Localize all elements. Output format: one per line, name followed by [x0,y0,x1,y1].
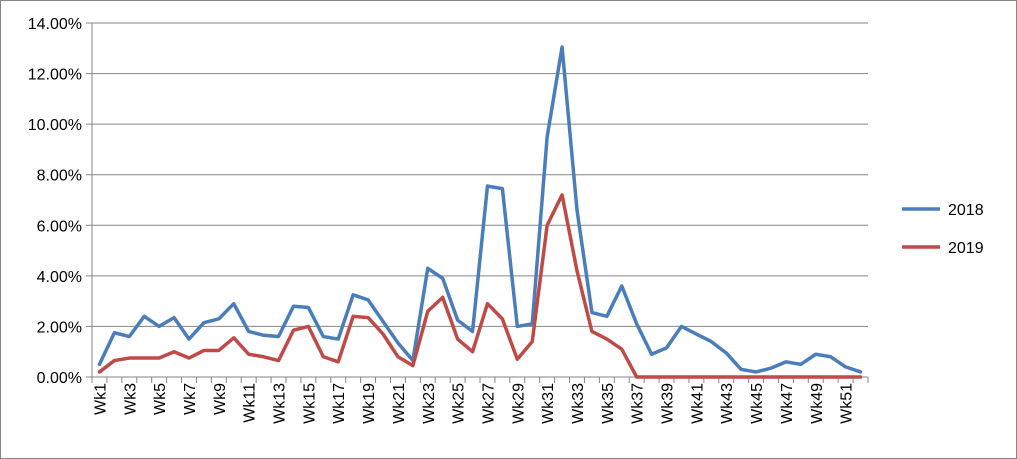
y-tick-label: 2.00% [37,319,82,336]
x-tick-label: Wk37 [630,383,647,424]
x-tick-label: Wk43 [719,383,736,424]
series-line-2019 [97,193,863,379]
x-tick-label: Wk29 [510,383,527,424]
x-tick-label: Wk9 [212,383,229,415]
series-line-2018 [97,45,863,374]
y-tick-label: 0.00% [37,370,82,387]
x-tick-label: Wk47 [779,383,796,424]
y-tick-label: 4.00% [37,269,82,286]
x-tick-label: Wk21 [391,383,408,424]
y-tick-label: 6.00% [37,218,82,235]
x-axis: Wk1 Wk3 Wk5 Wk7 Wk9 Wk11 Wk13 Wk15 Wk17 Wk19 Wk21 W… [91,377,869,424]
x-tick-label: Wk15 [301,383,318,424]
x-tick-label: Wk27 [480,383,497,424]
x-tick-label: Wk25 [451,383,468,424]
x-tick-label: Wk19 [361,383,378,424]
x-tick-label: Wk5 [152,383,169,415]
legend: 2018 2019 [902,202,984,257]
x-tick-label: Wk3 [122,383,139,415]
y-tick-label: 14.00% [28,16,82,33]
x-tick-label: Wk17 [331,383,348,424]
x-tick-label: Wk39 [660,383,677,424]
x-tick-label: Wk1 [92,383,109,415]
x-tick-label: Wk33 [570,383,587,424]
x-tick-label: Wk11 [242,383,259,423]
x-tick-label: Wk7 [182,383,199,415]
x-tick-label: Wk23 [421,383,438,424]
legend-label: 2018 [948,202,984,219]
x-tick-label: Wk41 [689,383,706,424]
x-tick-label: Wk49 [809,383,826,424]
legend-label: 2019 [948,240,984,257]
y-tick-label: 12.00% [28,67,82,84]
y-tick-label: 8.00% [37,168,82,185]
x-tick-label: Wk31 [540,383,557,424]
x-tick-label: Wk45 [749,383,766,424]
y-axis: 0.00% 2.00% 4.00% 6.00% 8.00% 10.00% 12.00% 14.… [28,16,93,387]
x-tick-label: Wk51 [839,383,856,424]
y-tick-label: 10.00% [28,117,82,134]
x-tick-label: Wk35 [600,383,617,424]
plot-area [97,45,863,379]
x-tick-label: Wk13 [272,383,289,424]
